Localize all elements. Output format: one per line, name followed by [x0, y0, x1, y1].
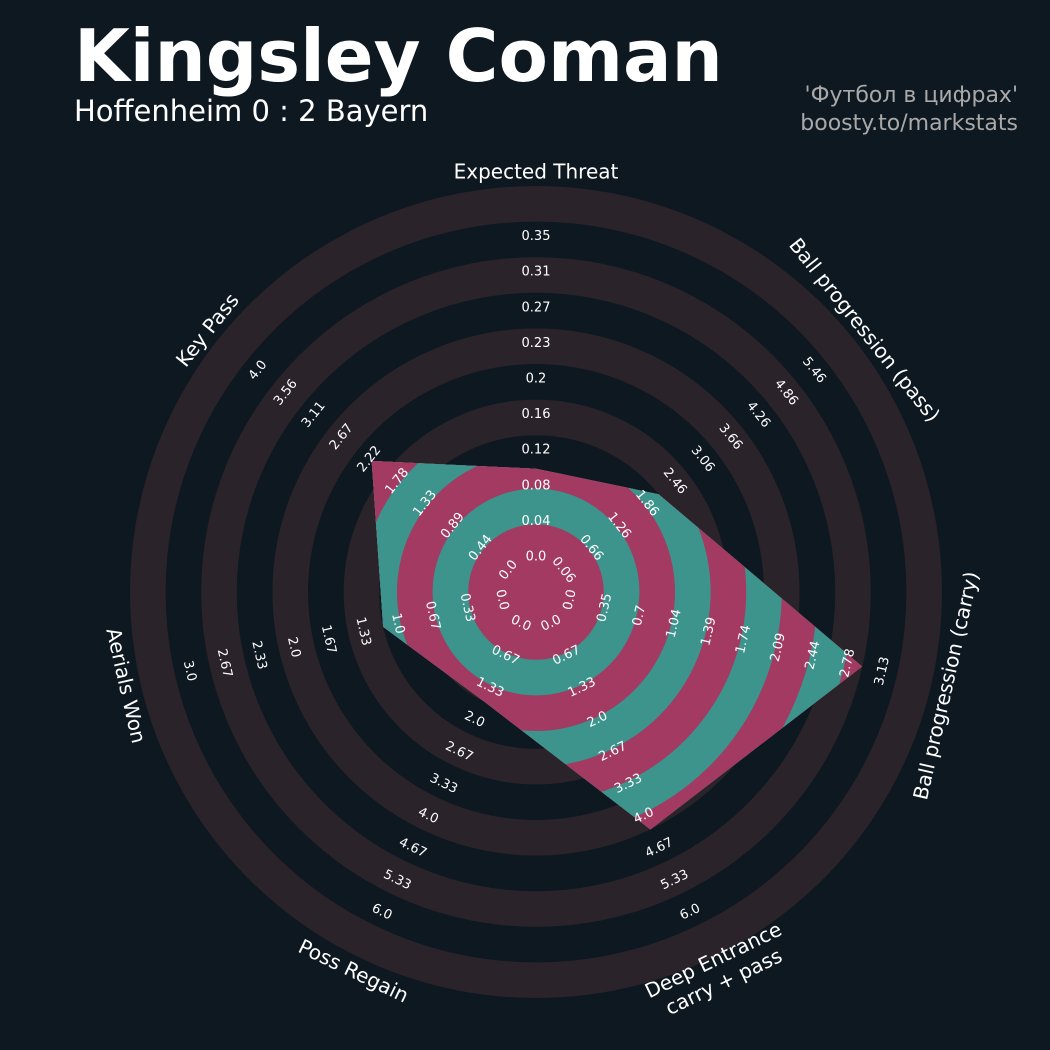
axis-label: Expected Threat [454, 160, 619, 184]
tick-label: 0.31 [522, 265, 551, 280]
tick-label: 3.0 [180, 659, 199, 683]
tick-label: 0.16 [522, 407, 551, 422]
tick-label: 2.67 [214, 647, 235, 679]
tick-label: 0.35 [522, 229, 551, 244]
tick-label: 2.09 [768, 632, 789, 664]
tick-label: 1.04 [664, 608, 685, 640]
tick-label: 1.39 [698, 616, 719, 648]
tick-label: 0.0 [492, 588, 511, 612]
tick-label: 0.0 [526, 550, 547, 565]
tick-label: 2.33 [248, 639, 269, 671]
tick-label: 0.67 [422, 600, 443, 632]
tick-label: 0.04 [522, 514, 551, 529]
axis-label-line: Expected Threat [454, 160, 619, 184]
tick-label: 0.33 [457, 592, 478, 624]
credit-block: 'Футбол в цифрах' boosty.to/markstats [800, 82, 1018, 138]
tick-label: 1.67 [318, 624, 339, 656]
tick-label: 0.2 [526, 372, 547, 387]
tick-label: 3.13 [872, 655, 893, 687]
tick-label: 2.44 [803, 639, 824, 671]
match-subtitle: Hoffenheim 0 : 2 Bayern [74, 94, 429, 128]
tick-label: 1.0 [388, 612, 407, 636]
tick-label: 0.7 [630, 604, 649, 628]
page-title: Kingsley Coman [74, 14, 723, 98]
tick-label: 0.12 [522, 443, 551, 458]
tick-label: 0.23 [522, 336, 551, 351]
player-band-11 [486, 542, 586, 642]
tick-label: 0.08 [522, 478, 551, 493]
tick-label: 1.74 [733, 624, 754, 656]
tick-label: 1.33 [353, 616, 374, 648]
tick-label: 0.35 [594, 592, 615, 624]
tick-label: 2.78 [837, 647, 858, 679]
tick-label: 0.27 [522, 300, 551, 315]
tick-label: 0.0 [561, 588, 580, 612]
credit-line-1: 'Футбол в цифрах' [804, 83, 1018, 108]
tick-label: 2.0 [284, 636, 303, 660]
credit-line-2: boosty.to/markstats [800, 111, 1018, 136]
